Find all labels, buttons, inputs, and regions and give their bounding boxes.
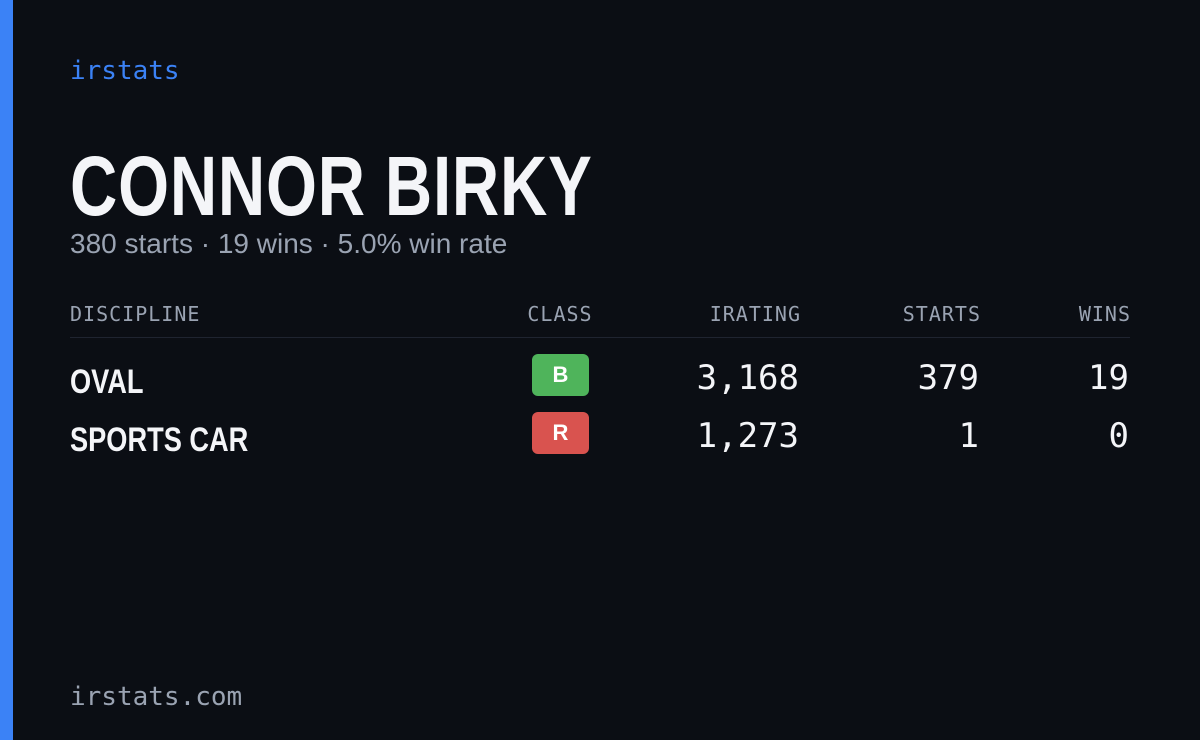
- footer: irstats.com: [70, 682, 243, 712]
- discipline: OVAL: [70, 363, 144, 401]
- brand: irstats: [70, 56, 180, 86]
- column-header: STARTS: [902, 302, 981, 326]
- column-header: CLASS: [527, 302, 593, 326]
- header-rule: [70, 337, 1130, 338]
- accent-bar: [0, 0, 13, 740]
- column-header: DISCIPLINE: [70, 302, 201, 326]
- irating: 3,168: [696, 358, 799, 398]
- irating: 1,273: [696, 416, 799, 456]
- column-header: IRATING: [709, 302, 801, 326]
- column-header: WINS: [1078, 302, 1131, 326]
- wins: 19: [1088, 358, 1129, 398]
- driver-name: CONNOR BIRKY: [70, 139, 593, 233]
- driver-summary: 380 starts · 19 wins · 5.0% win rate: [70, 228, 508, 259]
- wins: 0: [1108, 416, 1129, 456]
- class-badge: B: [532, 354, 589, 396]
- class-badge: R: [532, 412, 589, 454]
- starts: 1: [958, 416, 979, 456]
- starts: 379: [917, 358, 979, 398]
- discipline: SPORTS CAR: [70, 421, 249, 459]
